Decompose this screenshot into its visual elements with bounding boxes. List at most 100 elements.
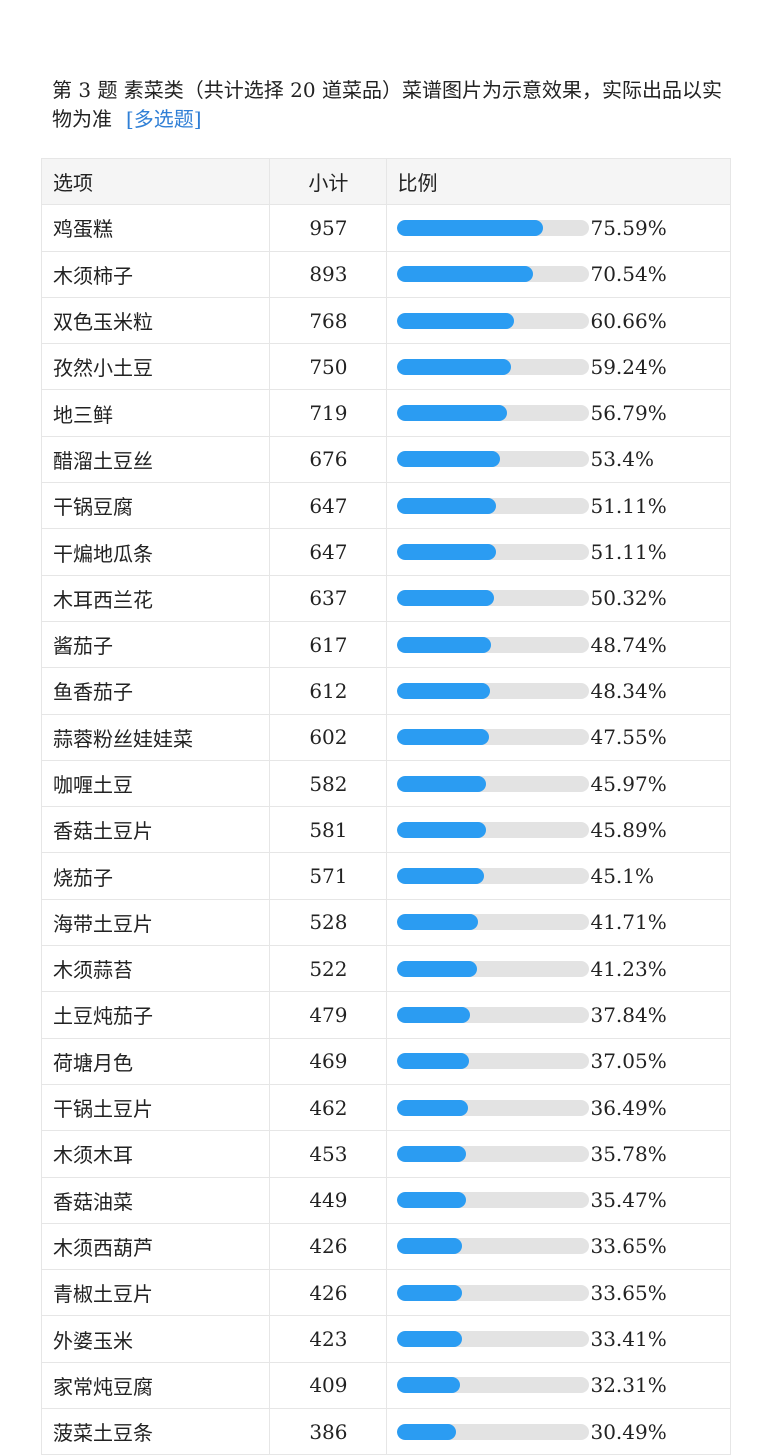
option-ratio-cell: 45.89% xyxy=(386,806,731,854)
ratio-wrap: 60.66% xyxy=(397,309,730,333)
option-ratio-cell: 37.05% xyxy=(386,1037,731,1085)
table-row: 香菇土豆片 581 45.89% xyxy=(40,806,731,854)
ratio-wrap: 48.74% xyxy=(397,633,730,657)
progress-bar-fill xyxy=(397,497,496,514)
option-label: 木耳西兰花 xyxy=(40,574,271,622)
option-ratio-cell: 45.97% xyxy=(386,759,731,808)
option-count: 522 xyxy=(269,945,388,993)
option-ratio-cell: 48.34% xyxy=(386,667,731,715)
option-percent: 37.05% xyxy=(590,1049,667,1074)
progress-bar-track xyxy=(397,960,590,977)
option-count: 581 xyxy=(269,806,388,854)
option-ratio-cell: 37.84% xyxy=(386,991,731,1039)
option-ratio-cell: 75.59% xyxy=(386,204,731,252)
table-row: 木须柿子 893 70.54% xyxy=(40,250,731,298)
option-percent: 59.24% xyxy=(590,354,667,379)
progress-bar-fill xyxy=(397,775,486,792)
option-ratio-cell: 56.79% xyxy=(386,389,731,437)
progress-bar-track xyxy=(397,1423,590,1440)
progress-bar-fill xyxy=(397,914,478,931)
ratio-wrap: 37.84% xyxy=(397,1003,730,1027)
option-count: 768 xyxy=(269,296,388,345)
option-count: 479 xyxy=(269,991,388,1039)
option-count: 571 xyxy=(269,852,388,900)
option-ratio-cell: 33.65% xyxy=(386,1269,731,1317)
progress-bar-track xyxy=(397,497,590,514)
option-ratio-cell: 59.24% xyxy=(386,343,731,391)
option-label: 蒜蓉粉丝娃娃菜 xyxy=(40,713,271,761)
ratio-wrap: 33.41% xyxy=(397,1327,730,1351)
table-row: 双色玉米粒 768 60.66% xyxy=(40,296,731,345)
option-label: 海带土豆片 xyxy=(40,898,271,947)
option-label: 烧茄子 xyxy=(40,852,271,900)
option-count: 647 xyxy=(269,482,388,530)
table-row: 菠菜土豆条 386 30.49% xyxy=(40,1408,731,1456)
option-label: 香菇土豆片 xyxy=(40,806,271,854)
ratio-wrap: 45.89% xyxy=(397,818,730,842)
ratio-wrap: 47.55% xyxy=(397,725,730,749)
table-row: 木耳西兰花 637 50.32% xyxy=(40,574,731,622)
progress-bar-fill xyxy=(397,1099,468,1116)
option-ratio-cell: 35.78% xyxy=(386,1130,731,1178)
option-percent: 51.11% xyxy=(590,540,667,565)
option-percent: 48.74% xyxy=(590,632,667,657)
progress-bar-fill xyxy=(397,636,492,653)
option-label: 醋溜土豆丝 xyxy=(40,435,271,484)
option-ratio-cell: 33.41% xyxy=(386,1315,731,1363)
option-percent: 47.55% xyxy=(590,725,667,750)
progress-bar-track xyxy=(397,358,590,375)
option-percent: 30.49% xyxy=(590,1419,667,1444)
progress-bar-fill xyxy=(397,1238,463,1255)
option-count: 957 xyxy=(269,204,388,252)
option-label: 地三鲜 xyxy=(40,389,271,437)
progress-bar-fill xyxy=(397,405,507,422)
option-ratio-cell: 45.1% xyxy=(386,852,731,900)
option-ratio-cell: 30.49% xyxy=(386,1408,731,1456)
option-label: 孜然小土豆 xyxy=(40,343,271,391)
table-row: 孜然小土豆 750 59.24% xyxy=(40,343,731,391)
option-percent: 37.84% xyxy=(590,1002,667,1027)
option-label: 木须蒜苔 xyxy=(40,945,271,993)
progress-bar-track xyxy=(397,1006,590,1023)
progress-bar-fill xyxy=(397,1377,460,1394)
option-percent: 56.79% xyxy=(590,401,667,426)
progress-bar-fill xyxy=(397,358,512,375)
progress-bar-fill xyxy=(397,682,491,699)
option-label: 木须木耳 xyxy=(40,1130,271,1178)
table-row: 酱茄子 617 48.74% xyxy=(40,620,731,669)
progress-bar-track xyxy=(397,1192,590,1209)
ratio-wrap: 50.32% xyxy=(397,586,730,610)
progress-bar-track xyxy=(397,821,590,838)
option-label: 鸡蛋糕 xyxy=(40,204,271,252)
option-percent: 50.32% xyxy=(590,586,667,611)
progress-bar-track xyxy=(397,590,590,607)
option-percent: 41.71% xyxy=(590,910,667,935)
option-label: 干煸地瓜条 xyxy=(40,528,271,576)
progress-bar-fill xyxy=(397,1423,457,1440)
option-percent: 32.31% xyxy=(590,1373,667,1398)
option-percent: 60.66% xyxy=(590,308,667,333)
progress-bar-track xyxy=(397,682,590,699)
progress-bar-fill xyxy=(397,1145,467,1162)
progress-bar-fill xyxy=(397,544,496,561)
option-percent: 35.78% xyxy=(590,1141,667,1166)
progress-bar-fill xyxy=(397,590,495,607)
option-ratio-cell: 33.65% xyxy=(386,1222,731,1271)
progress-bar-track xyxy=(397,219,590,236)
option-count: 426 xyxy=(269,1269,388,1317)
ratio-wrap: 53.4% xyxy=(397,447,730,471)
progress-bar-fill xyxy=(397,821,486,838)
option-ratio-cell: 51.11% xyxy=(386,528,731,576)
header-ratio: 比例 xyxy=(386,157,731,206)
progress-bar-fill xyxy=(397,266,533,283)
ratio-wrap: 45.1% xyxy=(397,864,730,888)
progress-bar-track xyxy=(397,868,590,885)
results-table: 选项 小计 比例 鸡蛋糕 957 75.59% 木须柿子 893 70.54% 双色玉米粒 7… xyxy=(40,157,731,1456)
option-ratio-cell: 50.32% xyxy=(386,574,731,622)
progress-bar-track xyxy=(397,312,590,329)
ratio-wrap: 35.47% xyxy=(397,1188,730,1212)
option-count: 423 xyxy=(269,1315,388,1363)
option-label: 咖喱土豆 xyxy=(40,759,271,808)
option-label: 菠菜土豆条 xyxy=(40,1408,271,1456)
option-count: 750 xyxy=(269,343,388,391)
